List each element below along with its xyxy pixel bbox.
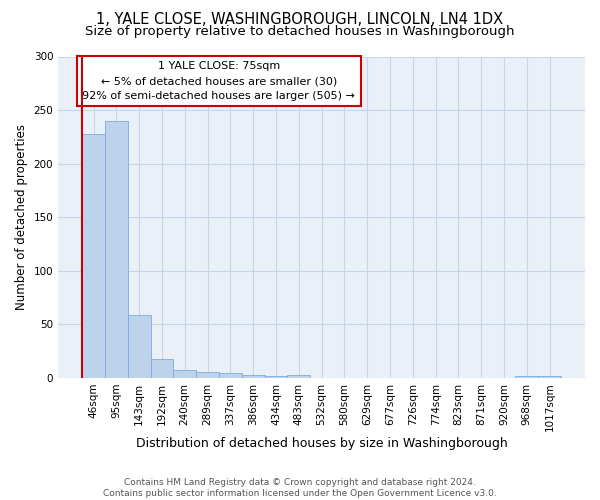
X-axis label: Distribution of detached houses by size in Washingborough: Distribution of detached houses by size … [136,437,508,450]
Bar [82,134,105,378]
Text: Size of property relative to detached houses in Washingborough: Size of property relative to detached ho… [85,25,515,38]
Text: Contains HM Land Registry data © Crown copyright and database right 2024.
Contai: Contains HM Land Registry data © Crown c… [103,478,497,498]
Bar [287,374,310,378]
Bar [105,121,128,378]
Bar [515,376,538,378]
Text: 1 YALE CLOSE: 75sqm
← 5% of detached houses are smaller (30)
92% of semi-detache: 1 YALE CLOSE: 75sqm ← 5% of detached hou… [82,62,355,101]
Bar [151,358,173,378]
Text: 1, YALE CLOSE, WASHINGBOROUGH, LINCOLN, LN4 1DX: 1, YALE CLOSE, WASHINGBOROUGH, LINCOLN, … [97,12,503,28]
Bar [219,372,242,378]
Bar [196,372,219,378]
Bar [173,370,196,378]
Bar [128,314,151,378]
Bar [242,374,265,378]
Bar [538,376,561,378]
Bar [265,376,287,378]
Y-axis label: Number of detached properties: Number of detached properties [15,124,28,310]
